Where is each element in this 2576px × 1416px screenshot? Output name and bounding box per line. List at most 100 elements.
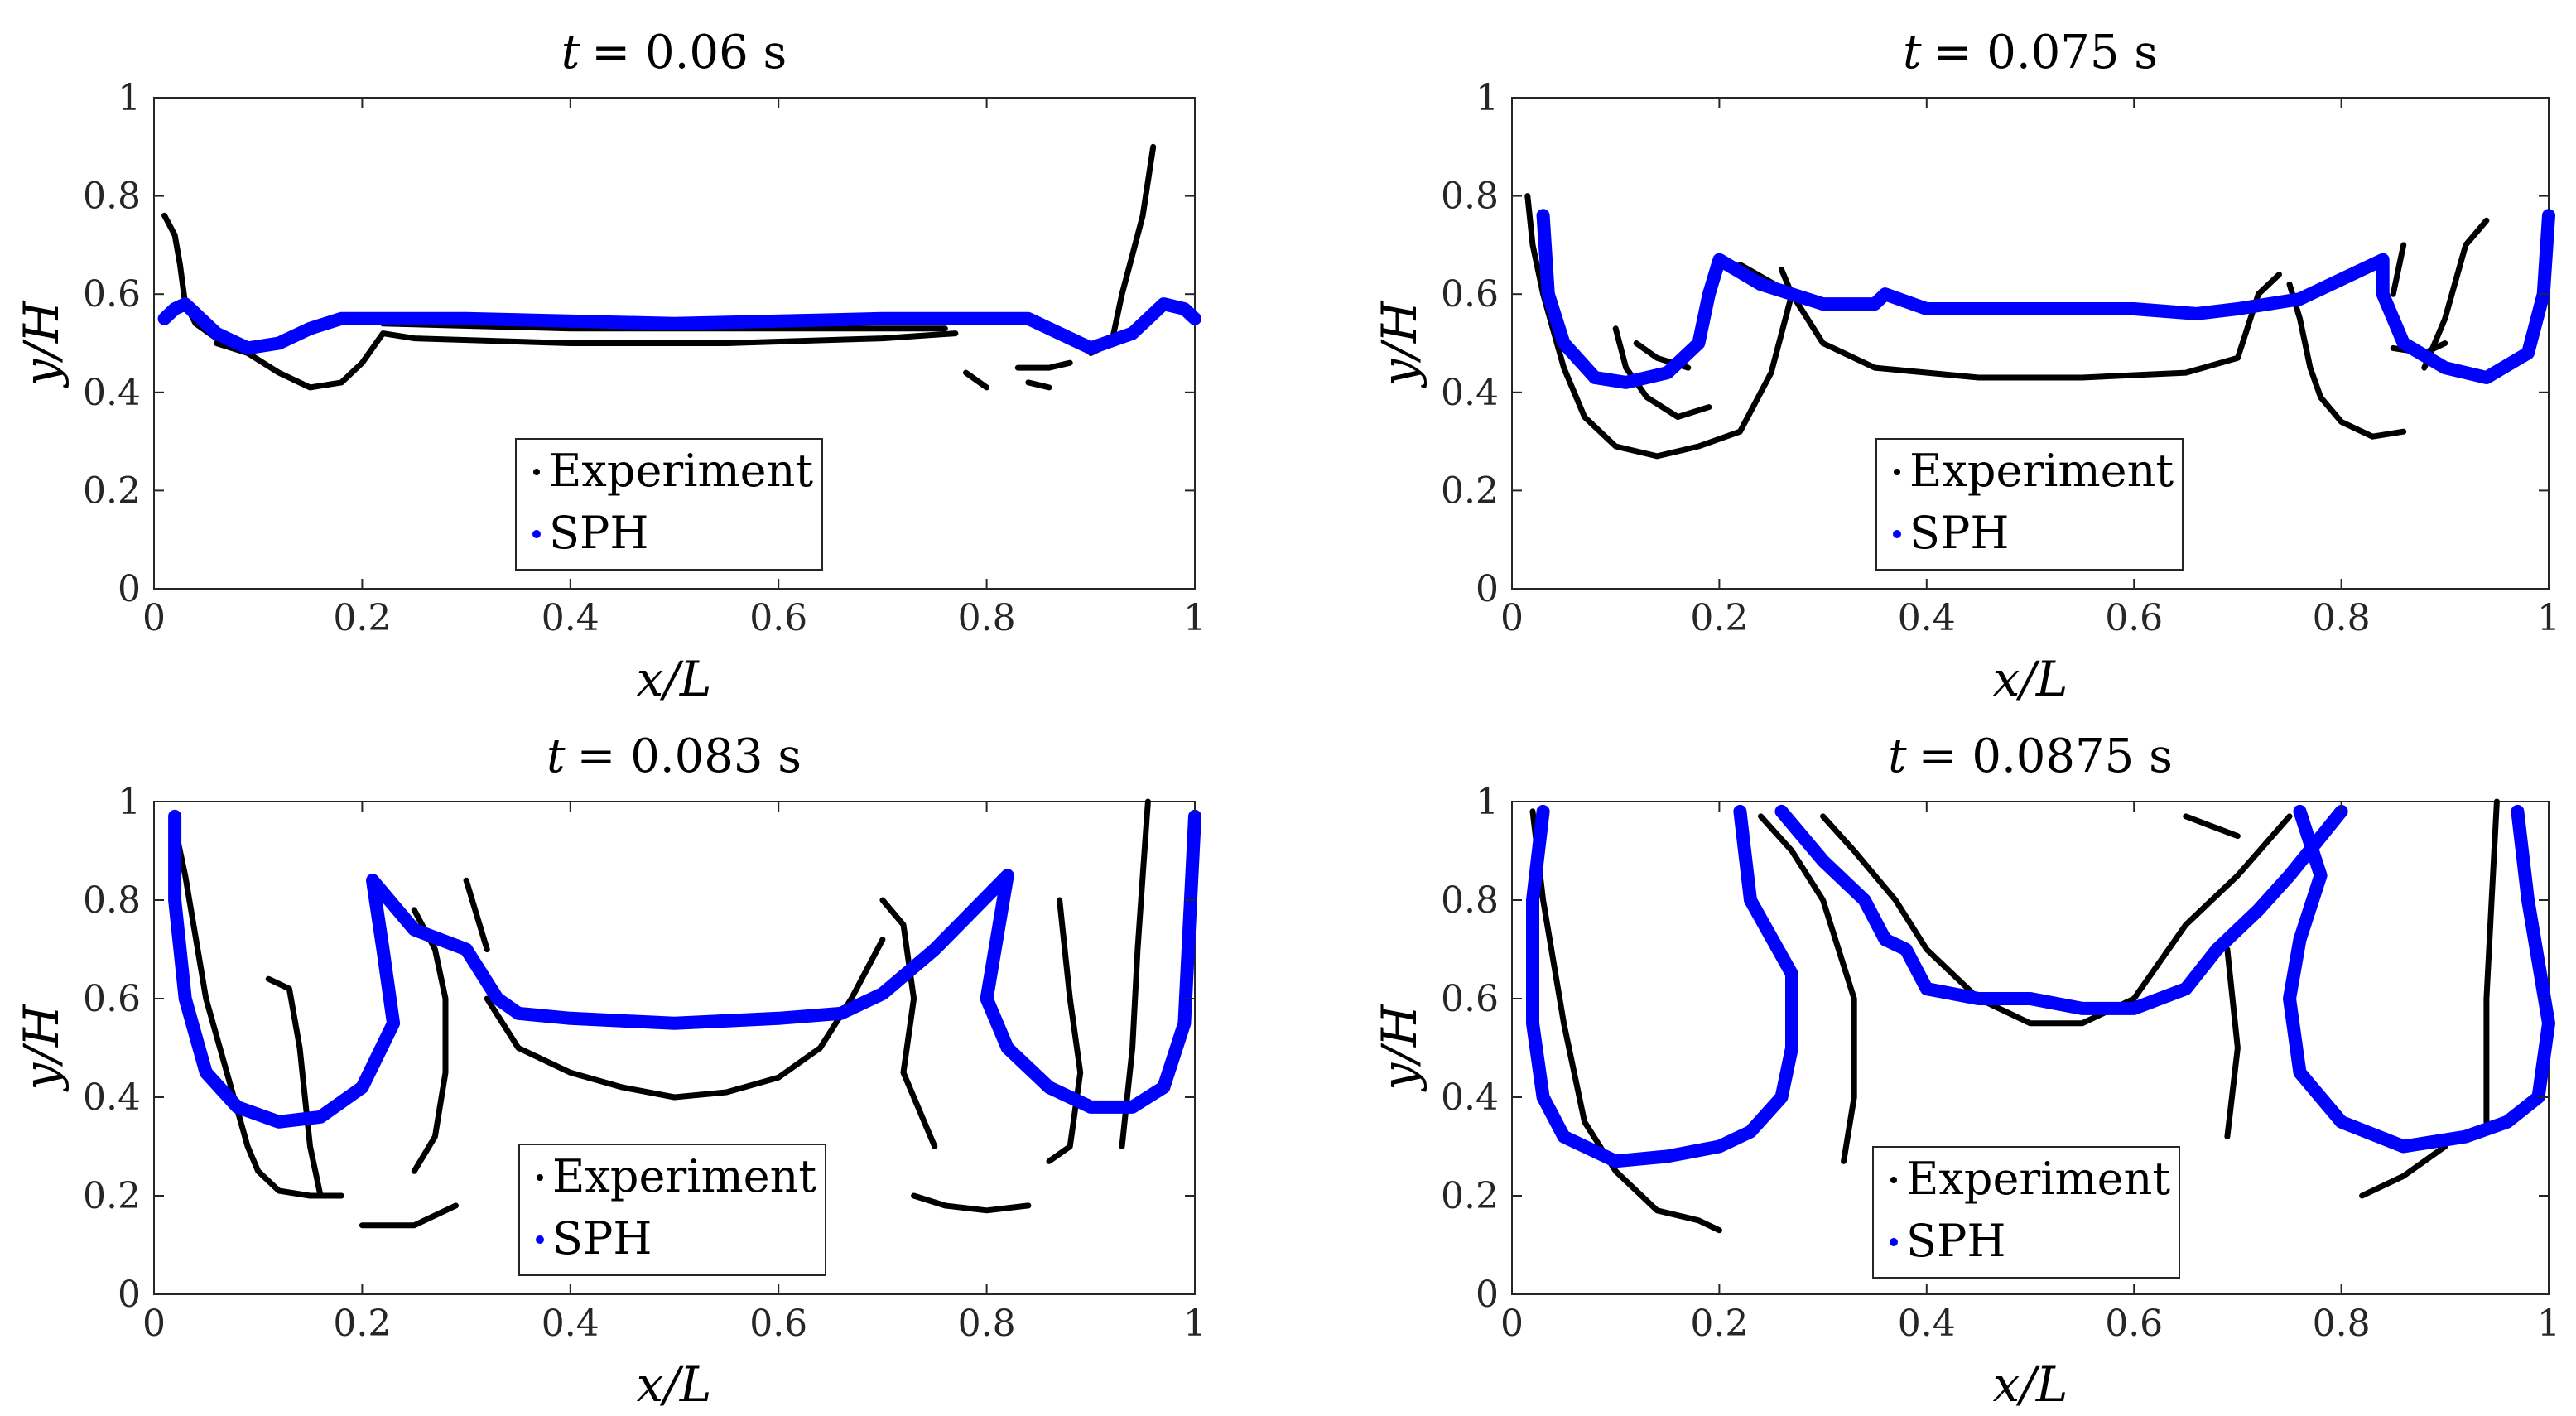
series-trace-experiment — [963, 369, 990, 391]
y-tick-label: 0.4 — [1441, 1076, 1499, 1119]
x-tick-label: 0.2 — [1690, 1303, 1748, 1345]
series-trace-experiment — [1025, 379, 1052, 391]
legend-label-sph: SPH — [549, 507, 648, 559]
series-trace-sph — [1526, 804, 1798, 1168]
axis-ticks: 0 0.2 0.4 0.6 0.8 1 0 0.2 0.4 0.6 0.8 1 — [83, 77, 1206, 639]
y-tick-label: 0.2 — [83, 470, 141, 512]
y-tick-label: 0.2 — [1441, 470, 1499, 512]
axis-ticks: 0 0.2 0.4 0.6 0.8 1 0 0.2 0.4 0.6 0.8 1 — [1441, 781, 2560, 1345]
y-tick-label: 1 — [1476, 77, 1499, 119]
legend-marker-sph — [532, 530, 541, 538]
series-trace-sph — [1774, 804, 2348, 1015]
legend-label-experiment: Experiment — [1906, 1153, 2170, 1205]
series-trace-experiment — [2224, 946, 2241, 1140]
legend: Experiment SPH — [1875, 438, 2184, 571]
legend-label-experiment: Experiment — [1909, 445, 2174, 497]
panel-title: t = 0.083 s — [546, 730, 802, 783]
x-tick-label: 0.6 — [2105, 597, 2163, 639]
series-trace-experiment — [2421, 217, 2490, 371]
x-tick-label: 0 — [1500, 597, 1524, 639]
series-trace-experiment — [463, 877, 490, 952]
series-trace-experiment — [484, 937, 886, 1101]
legend-marker-experiment — [1894, 469, 1900, 475]
y-tick-label: 0 — [118, 1274, 141, 1316]
axis-ticks: 0 0.2 0.4 0.6 0.8 1 0 0.2 0.4 0.6 0.8 1 — [83, 781, 1206, 1345]
y-tick-label: 0 — [118, 568, 141, 610]
y-tick-label: 0 — [1476, 568, 1499, 610]
series-trace-experiment — [1612, 325, 1712, 420]
legend-marker-sph — [536, 1235, 544, 1244]
series-trace-sph — [1536, 209, 2555, 389]
x-tick-label: 0.4 — [1898, 1303, 1956, 1345]
panel-title: t = 0.06 s — [561, 26, 787, 79]
x-tick-label: 1 — [2537, 1303, 2560, 1345]
x-tick-label: 0.6 — [749, 1303, 807, 1345]
panel-t-0-06: t = 0.06 s 0 0.2 0.4 0.6 0.8 1 0 0.2 0.4 0.6 0.8 1 x… — [13, 26, 1206, 707]
series-layer — [1526, 798, 2555, 1234]
series-trace-experiment — [2286, 281, 2407, 440]
series-trace-experiment — [265, 975, 324, 1199]
legend-marker-sph — [1890, 1238, 1898, 1246]
x-tick-label: 1 — [1183, 597, 1206, 639]
y-tick-label: 0.8 — [83, 176, 141, 218]
x-tick-label: 0.4 — [1898, 597, 1956, 639]
x-tick-label: 0.8 — [2313, 1303, 2371, 1345]
panel-t-0-075: t = 0.075 s 0 0.2 0.4 0.6 0.8 100.20.40.60.81 … — [1371, 26, 2560, 707]
y-axis-label: y/H — [1371, 300, 1428, 388]
x-tick-label: 0 — [142, 1303, 166, 1345]
legend-label-sph: SPH — [1909, 507, 2009, 559]
legend-marker-experiment — [1890, 1177, 1897, 1183]
y-tick-label: 1 — [118, 77, 141, 119]
x-axis-label: x/L — [637, 1356, 712, 1413]
y-tick-label: 0 — [1476, 1274, 1499, 1316]
y-tick-label: 0.4 — [83, 372, 141, 414]
series-trace-experiment — [359, 1202, 459, 1229]
series-trace-sph — [157, 297, 1201, 355]
y-tick-label: 0.4 — [1441, 372, 1499, 414]
y-axis-label: y/H — [1371, 1004, 1428, 1092]
legend-box — [1872, 1146, 2180, 1279]
series-trace-experiment — [1119, 798, 1151, 1149]
panel-title: t = 0.075 s — [1903, 26, 2158, 79]
x-axis-label: x/L — [637, 651, 712, 707]
series-trace-experiment — [1820, 813, 2293, 1027]
legend-label-experiment: Experiment — [549, 445, 813, 497]
series-trace-experiment — [911, 1192, 1032, 1214]
x-tick-label: 0.2 — [333, 1303, 391, 1345]
x-tick-label: 0.6 — [2105, 1303, 2163, 1345]
x-tick-label: 0 — [142, 597, 166, 639]
series-trace-experiment — [1046, 897, 1084, 1164]
y-tick-label: 0.4 — [83, 1076, 141, 1119]
y-tick-label: 0.8 — [1441, 879, 1499, 922]
series-trace-experiment — [1014, 359, 1073, 371]
series-layer — [157, 143, 1201, 391]
panel-t-0-083: t = 0.083 s 0 0.2 0.4 0.6 0.8 100.20.40.60.81 … — [13, 730, 1206, 1413]
series-trace-experiment — [2183, 813, 2241, 840]
x-tick-label: 0.8 — [958, 597, 1016, 639]
panel-t-0-0875: t = 0.0875 s 0 0.2 0.4 0.6 0.8 1 0 0.2 0.4 0.6 0.8 1… — [1371, 730, 2560, 1413]
x-axis-label: x/L — [1993, 651, 2068, 707]
legend-marker-sph — [1893, 530, 1901, 538]
x-tick-label: 0.4 — [542, 1303, 599, 1345]
y-tick-label: 0.6 — [83, 978, 141, 1020]
y-axis-label: y/H — [13, 300, 70, 388]
legend-label-experiment: Experiment — [552, 1150, 816, 1202]
y-tick-label: 0.8 — [83, 879, 141, 922]
y-tick-label: 0.2 — [1441, 1175, 1499, 1217]
series-trace-experiment — [879, 897, 938, 1149]
y-tick-label: 0.6 — [1441, 978, 1499, 1020]
series-trace-experiment — [2483, 798, 2500, 1125]
y-tick-label: 0.2 — [83, 1175, 141, 1217]
series-trace-experiment — [2359, 1144, 2448, 1199]
legend-box — [1875, 438, 2184, 571]
legend-box — [515, 438, 823, 571]
series-trace-experiment — [213, 330, 959, 391]
y-tick-label: 1 — [118, 781, 141, 823]
legend-label-sph: SPH — [1906, 1215, 2005, 1267]
x-tick-label: 0.6 — [749, 597, 807, 639]
y-axis-label: y/H — [13, 1004, 70, 1092]
y-tick-label: 1 — [1476, 781, 1499, 823]
panel-title: t = 0.0875 s — [1888, 730, 2173, 783]
legend-label-sph: SPH — [552, 1212, 652, 1264]
